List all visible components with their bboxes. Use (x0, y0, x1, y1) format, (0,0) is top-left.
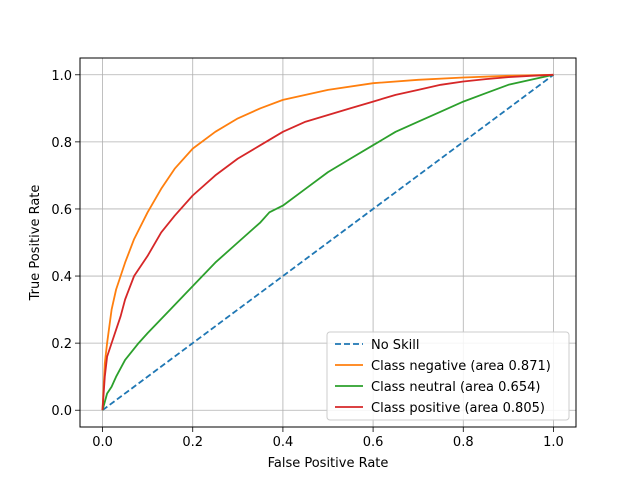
y-axis-label: True Positive Rate (28, 185, 43, 302)
x-axis-ticks: 0.0 0.2 0.4 0.6 0.8 1.0 (92, 427, 564, 450)
x-tick-label: 0.4 (273, 435, 294, 450)
legend-label: Class neutral (area 0.654) (371, 380, 540, 395)
series-line-1 (101, 73, 554, 411)
y-tick-label: 0.8 (51, 136, 72, 151)
legend-box (326, 331, 570, 421)
plot-frame (79, 57, 577, 428)
series-line-0 (101, 74, 555, 411)
y-tick-label: 0.6 (51, 203, 72, 218)
grid-lines (80, 58, 576, 427)
legend-label: No Skill (371, 338, 419, 353)
series-line-2 (101, 73, 554, 411)
y-tick-label: 0.0 (51, 404, 72, 419)
x-tick-label: 1.0 (543, 435, 564, 450)
x-tick-label: 0.6 (363, 435, 384, 450)
x-axis-label: False Positive Rate (268, 456, 389, 471)
x-tick-label: 0.8 (453, 435, 474, 450)
series-line-3 (101, 73, 554, 411)
x-tick-label: 0.2 (182, 435, 203, 450)
legend-label: Class positive (area 0.805) (371, 401, 545, 416)
legend: No Skill Class negative (area 0.871) Class… (326, 331, 570, 421)
x-tick-label: 0.0 (92, 435, 113, 450)
y-tick-label: 0.2 (51, 337, 72, 352)
y-tick-label: 0.4 (51, 270, 72, 285)
legend-label: Class negative (area 0.871) (371, 359, 551, 374)
y-tick-label: 1.0 (51, 69, 72, 84)
series-lines (101, 73, 555, 411)
y-axis-ticks: 0.0 0.2 0.4 0.6 0.8 1.0 (51, 69, 80, 419)
